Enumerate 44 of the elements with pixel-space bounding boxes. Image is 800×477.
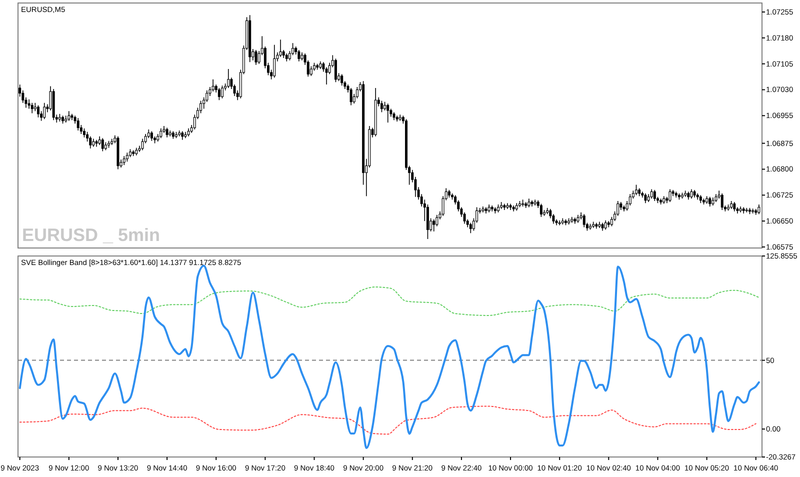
candlestick [43,102,46,120]
candlestick [540,203,542,218]
candlestick [635,184,638,196]
candlestick [30,102,34,114]
candlestick [254,50,258,66]
candlestick [340,74,344,86]
candlestick [650,188,653,199]
candlestick [350,88,352,106]
candlestick [310,66,312,76]
candlestick [101,138,104,152]
candlestick [690,188,693,199]
candlestick [68,110,70,122]
candlestick [218,88,220,100]
candlestick [227,68,230,88]
candlestick [212,78,214,92]
line-series [19,286,760,316]
candlestick [653,190,656,202]
candlestick [298,50,300,62]
line-series [18,264,760,450]
candlestick [758,204,760,215]
candlestick [141,138,144,151]
candlestick [334,58,337,83]
candlestick [150,130,153,142]
candlestick [28,99,30,110]
candlestick [720,193,724,210]
candlestick [604,220,607,230]
candlestick [36,104,40,118]
candlestick [386,103,390,123]
candlestick [644,193,647,204]
candlestick [380,100,383,113]
candlestick [89,136,92,149]
candlestick [76,118,80,131]
candlestick [469,222,472,234]
candlestick [273,44,276,78]
candlestick [432,218,436,232]
candlestick [582,214,586,228]
candlestick [220,85,224,99]
candlestick [708,196,712,207]
line-series [19,406,756,435]
candlestick [733,202,736,212]
candlestick [279,39,282,58]
candlestick [160,128,162,139]
candlestick [166,127,168,138]
candlestick [668,188,672,202]
